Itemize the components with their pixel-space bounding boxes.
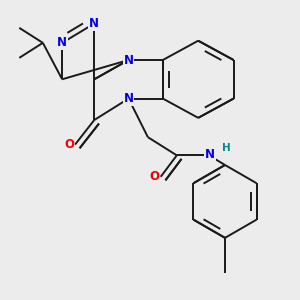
Text: N: N <box>124 92 134 105</box>
Text: H: H <box>222 143 230 153</box>
Text: N: N <box>57 36 67 50</box>
Text: O: O <box>64 138 75 151</box>
Text: N: N <box>205 148 215 161</box>
Text: N: N <box>89 17 99 30</box>
Text: N: N <box>124 53 134 67</box>
Text: O: O <box>149 170 159 183</box>
